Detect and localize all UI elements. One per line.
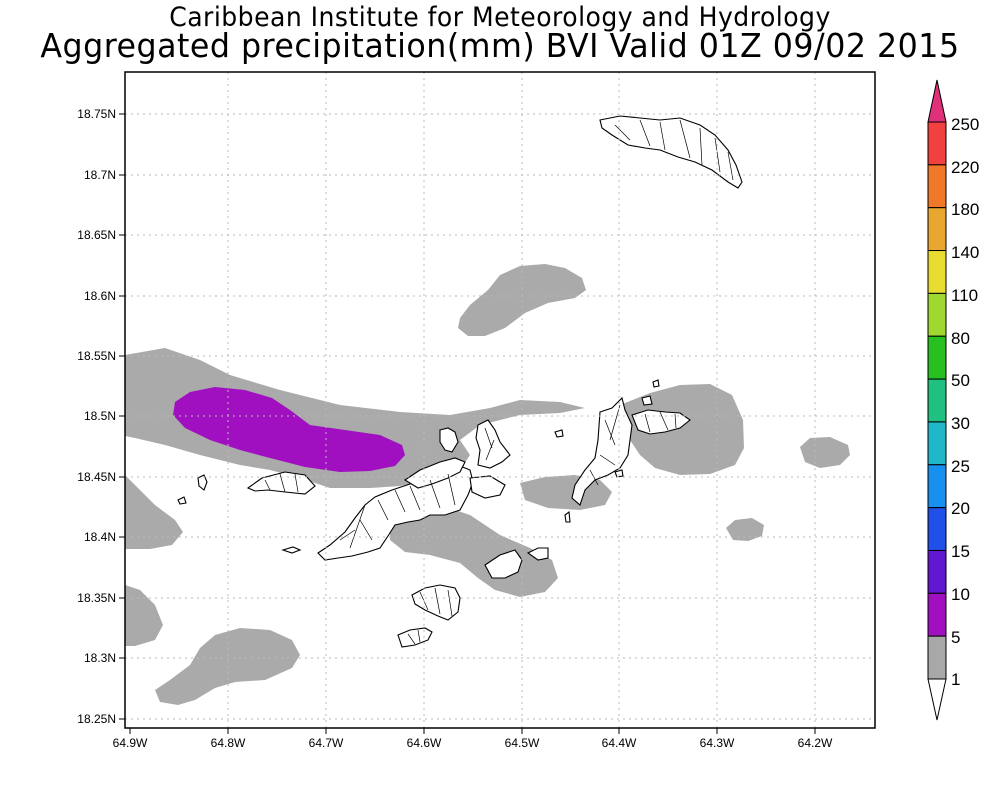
rain-5mm-core bbox=[173, 387, 405, 472]
island-north-sound bbox=[631, 409, 691, 435]
legend-label: 15 bbox=[951, 542, 970, 561]
precipitation-layer bbox=[125, 72, 875, 728]
lat-labels: 18.75N 18.7N 18.65N 18.6N 18.55N 18.5N 1… bbox=[77, 107, 116, 726]
island-small-6 bbox=[652, 379, 660, 388]
legend-label: 220 bbox=[951, 158, 979, 177]
legend-label: 250 bbox=[951, 115, 979, 134]
legend-color-box bbox=[927, 292, 947, 337]
legend-label: 50 bbox=[951, 371, 970, 390]
island-small-3 bbox=[177, 496, 187, 505]
rain-area-west-edge-1 bbox=[125, 475, 183, 549]
island-south-3 bbox=[411, 584, 461, 621]
lon-label: 64.2W bbox=[798, 736, 833, 750]
lat-label: 18.3N bbox=[84, 651, 116, 665]
lon-label: 64.6W bbox=[407, 736, 442, 750]
color-legend: 250 220 180 140 110 80 50 30 25 20 15 10… bbox=[927, 79, 979, 721]
rain-area-far-east-1 bbox=[800, 437, 850, 468]
legend-color-box bbox=[927, 250, 947, 294]
rain-area-west-band bbox=[125, 348, 585, 488]
legend-color-box bbox=[927, 507, 947, 551]
legend-color-box bbox=[927, 464, 947, 509]
legend-color-box bbox=[927, 592, 947, 637]
rain-area-east-large bbox=[620, 384, 744, 475]
lon-label: 64.7W bbox=[309, 736, 344, 750]
lon-label: 64.9W bbox=[113, 736, 148, 750]
lat-label: 18.6N bbox=[84, 289, 116, 303]
island-beef bbox=[469, 475, 506, 499]
island-st-john bbox=[317, 465, 474, 561]
map-frame bbox=[124, 71, 876, 729]
legend-label: 1 bbox=[951, 670, 960, 689]
lat-label: 18.25N bbox=[77, 712, 116, 726]
island-virgin-gorda bbox=[571, 396, 633, 506]
legend-color-box bbox=[927, 635, 947, 680]
island-small-4 bbox=[554, 429, 564, 438]
island-anegada bbox=[599, 115, 743, 189]
lat-label: 18.35N bbox=[77, 591, 116, 605]
island-small-2 bbox=[197, 474, 208, 491]
lat-label: 18.4N bbox=[84, 530, 116, 544]
island-small-8 bbox=[614, 469, 624, 478]
legend-label: 80 bbox=[951, 329, 970, 348]
island-south-4 bbox=[397, 627, 433, 648]
island-small-1 bbox=[281, 546, 302, 554]
legend-color-box bbox=[927, 421, 947, 466]
lat-label: 18.7N bbox=[84, 168, 116, 182]
legend-label: 180 bbox=[951, 200, 979, 219]
legend-label: 25 bbox=[951, 457, 970, 476]
lon-label: 64.5W bbox=[505, 736, 540, 750]
graticule bbox=[125, 72, 875, 728]
lon-labels: 64.9W 64.8W 64.7W 64.6W 64.5W 64.4W 64.3… bbox=[113, 736, 833, 750]
rain-area-west-edge-2 bbox=[125, 585, 163, 646]
island-south-1 bbox=[484, 549, 523, 579]
legend-labels: 250 220 180 140 110 80 50 30 25 20 15 10… bbox=[951, 115, 979, 689]
legend-label: 20 bbox=[951, 499, 970, 518]
legend-color-box bbox=[927, 335, 947, 380]
island-small-5 bbox=[564, 510, 571, 523]
lon-label: 64.4W bbox=[602, 736, 637, 750]
rain-area-far-east-2 bbox=[726, 518, 764, 541]
island-jost-van-dyke bbox=[439, 427, 459, 453]
lon-ticks bbox=[129, 728, 816, 734]
legend-label: 5 bbox=[951, 628, 960, 647]
island-tortola bbox=[475, 419, 511, 469]
legend-label: 110 bbox=[951, 286, 978, 305]
island-south-2 bbox=[526, 547, 549, 561]
legend-top-arrow bbox=[927, 79, 947, 123]
lat-label: 18.65N bbox=[77, 228, 116, 242]
legend-color-box bbox=[927, 121, 947, 166]
lat-label: 18.5N bbox=[84, 409, 116, 423]
island-tortola-west bbox=[403, 457, 466, 489]
lon-label: 64.8W bbox=[211, 736, 246, 750]
island-small-7 bbox=[641, 395, 653, 406]
map-title-product: Aggregated precipitation(mm) BVI Valid 0… bbox=[40, 26, 960, 65]
legend-label: 10 bbox=[951, 585, 970, 604]
lon-label: 64.3W bbox=[700, 736, 735, 750]
lat-ticks bbox=[119, 113, 125, 720]
map-title-institute: Caribbean Institute for Meteorology and … bbox=[169, 2, 831, 33]
legend-color-box bbox=[927, 207, 947, 252]
legend-label: 30 bbox=[951, 414, 970, 433]
lat-label: 18.55N bbox=[77, 349, 116, 363]
legend-label: 140 bbox=[951, 243, 979, 262]
legend-color-box bbox=[927, 549, 947, 594]
legend-color-box bbox=[927, 378, 947, 423]
lat-label: 18.45N bbox=[77, 470, 116, 484]
legend-bottom-arrow bbox=[927, 678, 947, 721]
rain-area-center-south bbox=[390, 505, 558, 597]
legend-color-box bbox=[927, 164, 947, 209]
lat-label: 18.75N bbox=[77, 107, 116, 121]
islands-layer bbox=[177, 115, 743, 648]
